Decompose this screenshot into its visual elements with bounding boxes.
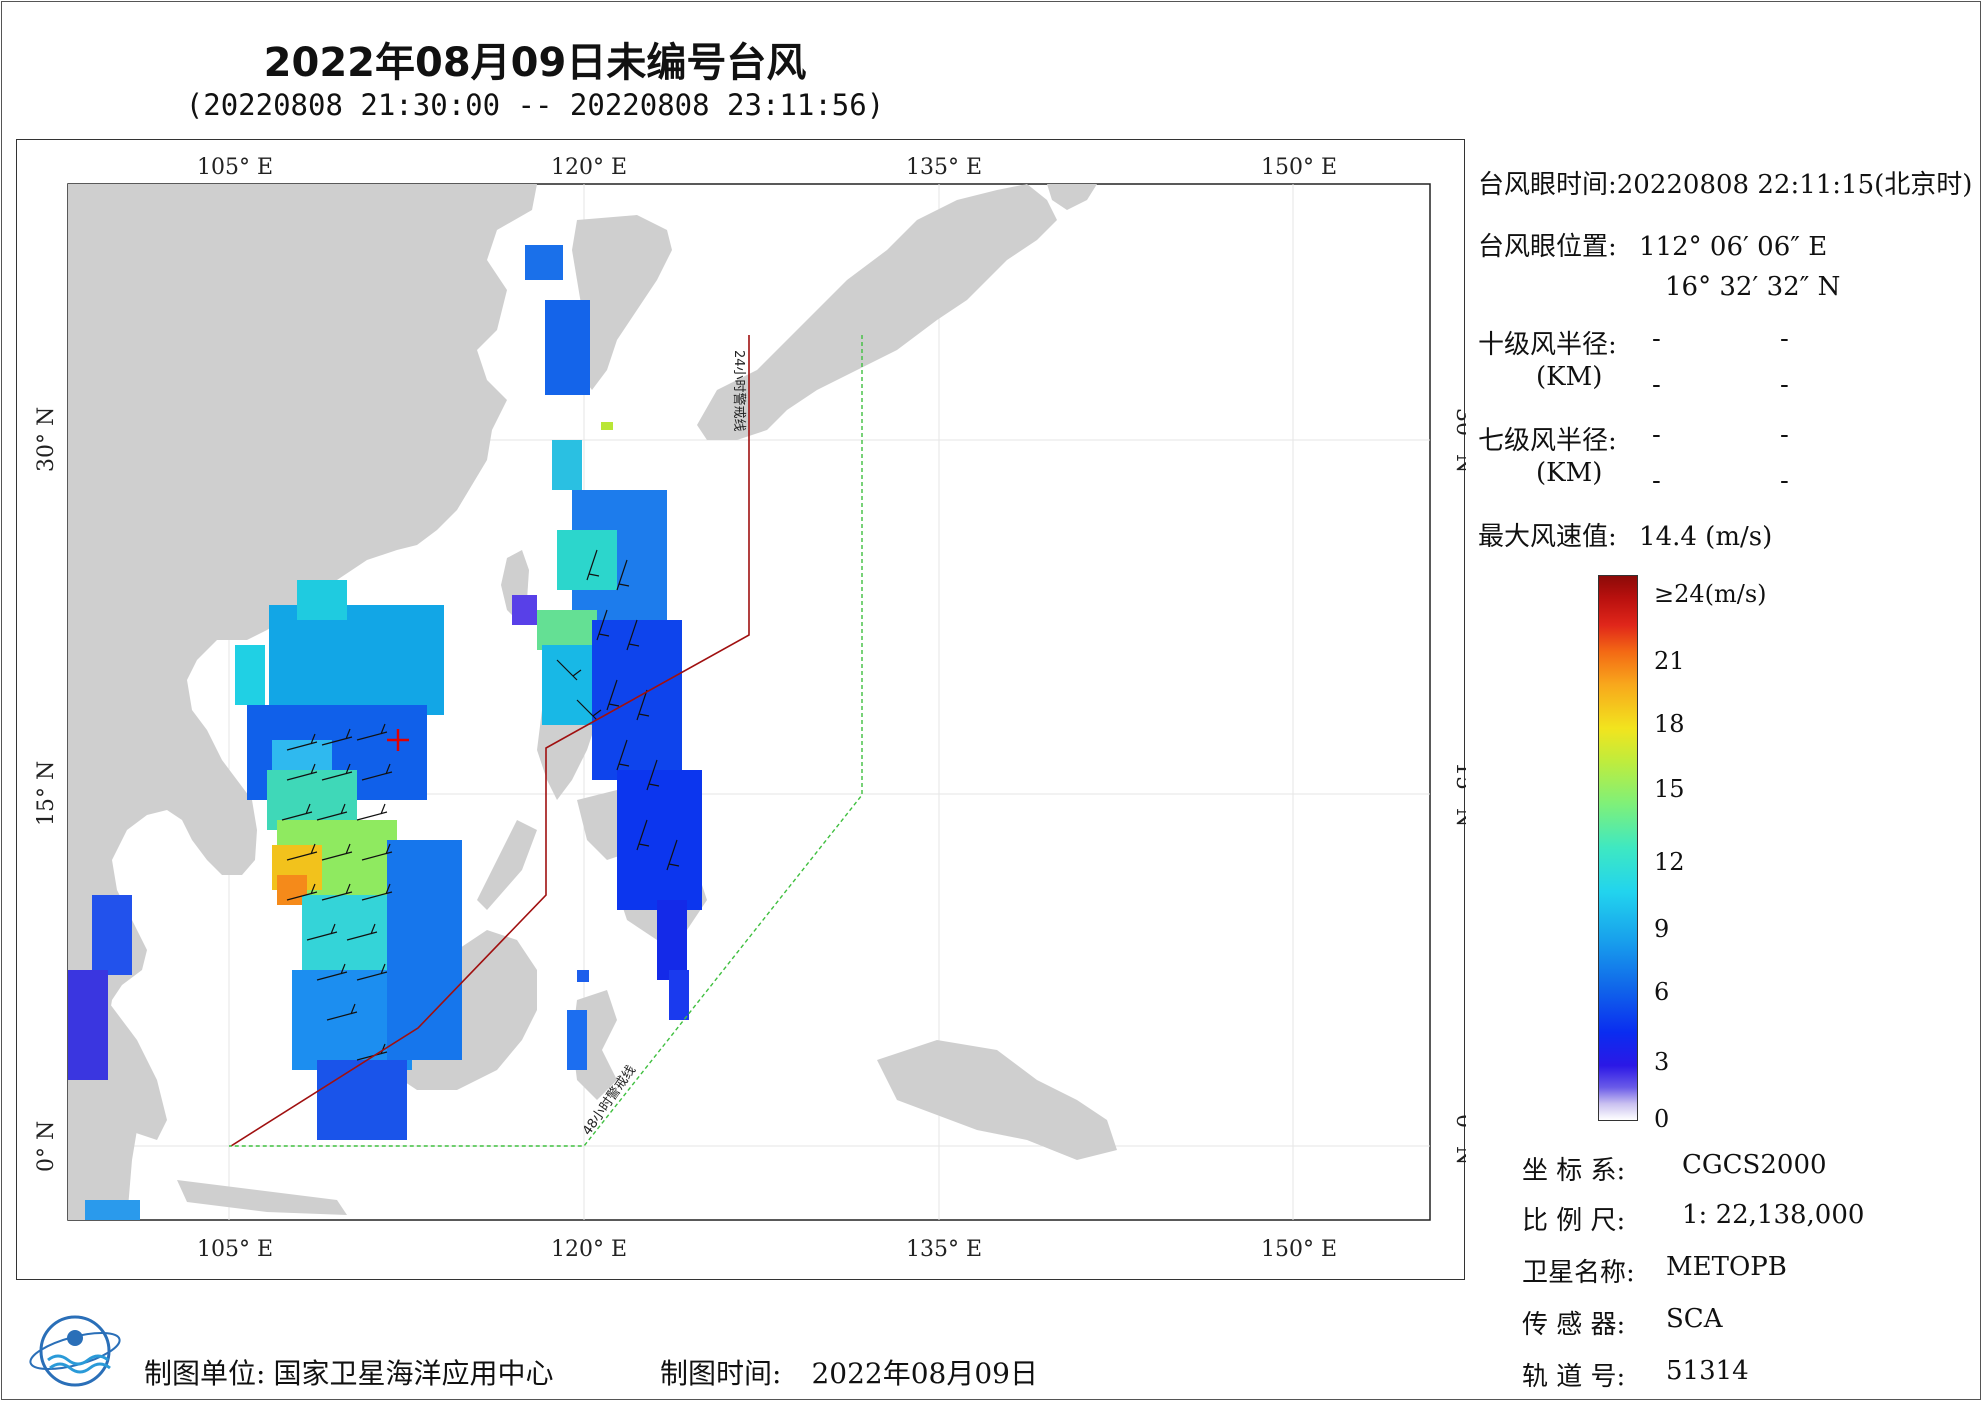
lon-tick-bottom-105: 105° E — [197, 1237, 273, 1262]
max-wind-label: 最大风速值: — [1478, 522, 1617, 552]
lat-tick-right-0: 0° N — [1451, 1114, 1466, 1165]
maker-label: 制图单位: — [144, 1357, 266, 1390]
wind-swath-east — [68, 245, 702, 1220]
eye-pos-label: 台风眼位置: — [1478, 232, 1617, 262]
lon-tick-top-120: 120° E — [551, 155, 627, 180]
colorbar-tick-12: 12 — [1654, 848, 1685, 876]
r7-dash-1: - — [1652, 420, 1661, 450]
lon-tick-top-105: 105° E — [197, 155, 273, 180]
sensor-label: 传 感 器: — [1522, 1310, 1626, 1340]
r7-label: 七级风半径: — [1478, 426, 1617, 456]
orbit-label: 轨 道 号: — [1522, 1362, 1626, 1392]
label-24h: 24小时警戒线 — [731, 350, 747, 432]
wind-swath-sea — [235, 580, 462, 1140]
lon-tick-bottom-120: 120° E — [551, 1237, 627, 1262]
r7-dash-3: - — [1652, 466, 1661, 496]
warning-line-24h — [230, 335, 750, 1147]
lon-tick-top-150: 150° E — [1261, 155, 1337, 180]
time-range: (20220808 21:30:00 -- 20220808 23:11:56) — [185, 88, 885, 122]
colorbar-tick-15: 15 — [1654, 775, 1685, 803]
colorbar-tick-18: 18 — [1654, 710, 1685, 738]
colorbar-tick-0: 0 — [1654, 1105, 1670, 1133]
scale-value: 1: 22,138,000 — [1682, 1200, 1865, 1230]
eye-lon: 112° 06′ 06″ E — [1639, 232, 1828, 262]
nsoas-logo-icon — [29, 1315, 121, 1387]
r10-dash-3: - — [1652, 370, 1661, 400]
lat-tick-right-15: 15° N — [1451, 762, 1466, 827]
max-wind-value: 14.4 (m/s) — [1639, 522, 1773, 552]
orbit-value: 51314 — [1666, 1356, 1749, 1386]
colorbar-tick-6: 6 — [1654, 978, 1670, 1006]
wind-speed-colorbar — [1598, 575, 1638, 1121]
map-panel: 24小时警戒线 48小时警戒线 105° E 120° E 135° E 150… — [16, 139, 1466, 1280]
date-label: 制图时间: — [660, 1357, 782, 1390]
map-title: 2022年08月09日未编号台风 — [263, 40, 807, 86]
crs-value: CGCS2000 — [1682, 1150, 1827, 1180]
lon-tick-bottom-150: 150° E — [1261, 1237, 1337, 1262]
warning-line-48h — [229, 335, 863, 1147]
satellite-label: 卫星名称: — [1522, 1258, 1635, 1288]
lat-tick-left-15: 15° N — [34, 761, 59, 826]
r7-dash-2: - — [1780, 420, 1789, 450]
lat-tick-left-0: 0° N — [34, 1121, 59, 1172]
lon-tick-top-135: 135° E — [906, 155, 982, 180]
map-canvas: 24小时警戒线 48小时警戒线 105° E 120° E 135° E 150… — [34, 155, 1466, 1262]
crs-label: 坐 标 系: — [1522, 1156, 1626, 1186]
eye-time-label: 台风眼时间: — [1478, 170, 1617, 200]
r7-km-label: (KM) — [1536, 458, 1603, 488]
typhoon-eye-marker — [387, 729, 409, 751]
r10-dash-2: - — [1780, 324, 1789, 354]
colorbar-tick-21: 21 — [1654, 647, 1685, 675]
colorbar-tick-3: 3 — [1654, 1048, 1670, 1076]
r10-label: 十级风半径: — [1478, 330, 1617, 360]
eye-lat: 16° 32′ 32″ N — [1665, 272, 1841, 302]
colorbar-tick-24: ≥24(m/s) — [1654, 580, 1767, 608]
eye-time-value: 20220808 22:11:15(北京时) — [1616, 170, 1973, 200]
r10-dash-4: - — [1780, 370, 1789, 400]
r10-dash-1: - — [1652, 324, 1661, 354]
lon-tick-bottom-135: 135° E — [906, 1237, 982, 1262]
r10-km-label: (KM) — [1536, 362, 1603, 392]
satellite-value: METOPB — [1666, 1252, 1787, 1282]
maker-value: 国家卫星海洋应用中心 — [273, 1357, 554, 1390]
sensor-value: SCA — [1666, 1304, 1723, 1334]
lat-tick-left-30: 30° N — [34, 407, 59, 472]
lat-tick-right-30: 30° N — [1451, 408, 1466, 473]
colorbar-tick-9: 9 — [1654, 915, 1670, 943]
scale-label: 比 例 尺: — [1522, 1206, 1626, 1236]
r7-dash-4: - — [1780, 466, 1789, 496]
wind-barbs — [281, 549, 680, 1061]
date-value: 2022年08月09日 — [811, 1357, 1038, 1390]
